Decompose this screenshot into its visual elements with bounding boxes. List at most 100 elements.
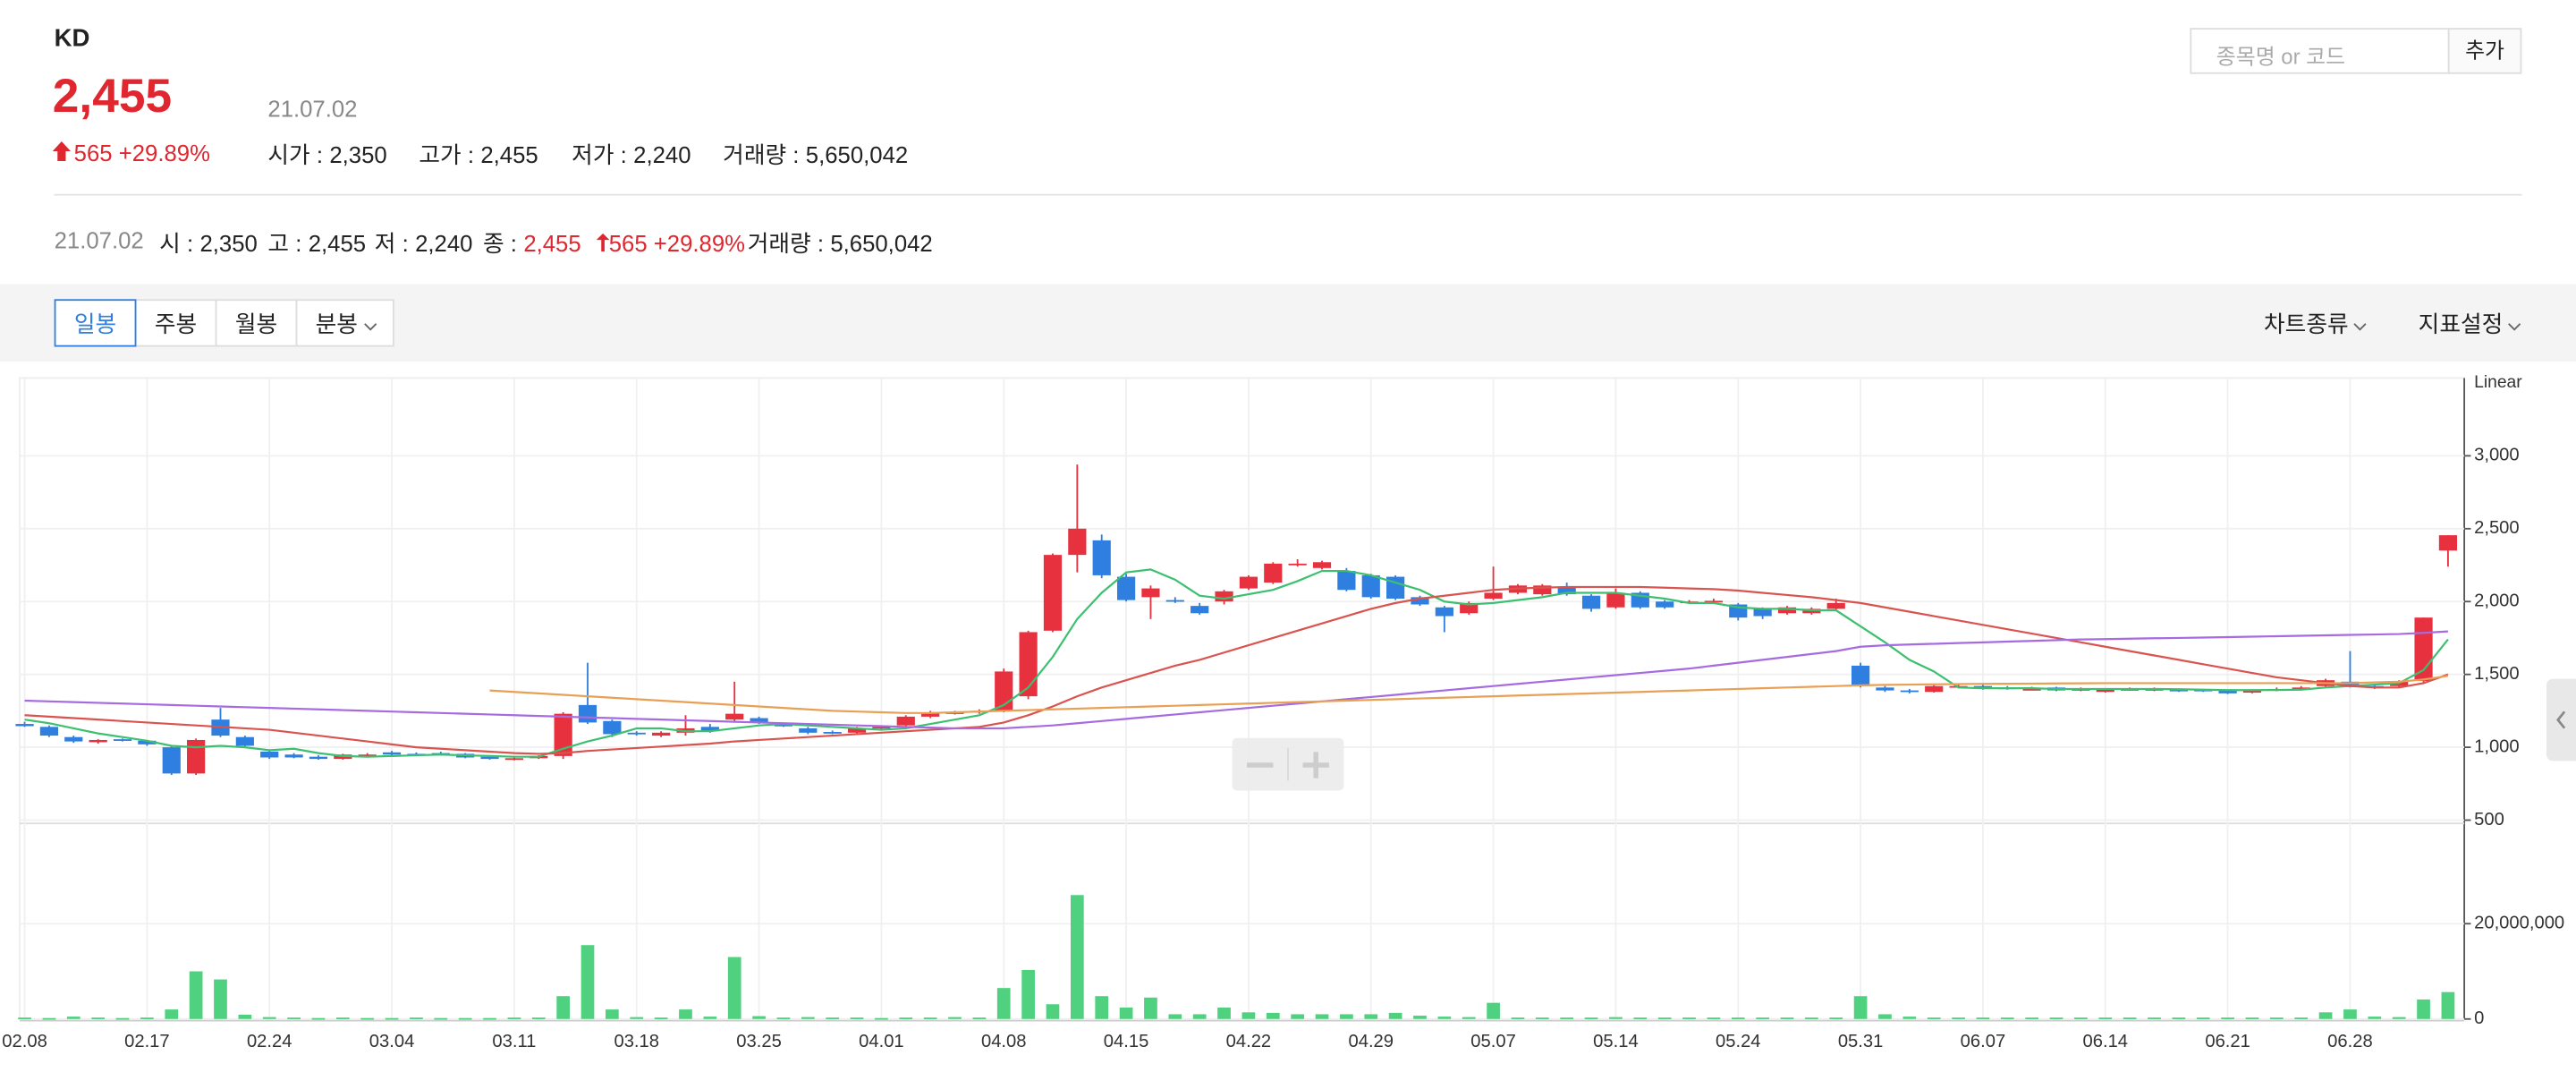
volume-bar <box>2245 1017 2259 1020</box>
volume-bar <box>703 1017 717 1019</box>
menu-label: 지표설정 <box>2418 311 2504 337</box>
volume-bar <box>1217 1007 1231 1019</box>
x-tick-label: 03.04 <box>369 1032 415 1051</box>
info-value: 2,455 <box>523 230 581 257</box>
search-input[interactable]: 종목명 or 코드 <box>2190 28 2450 74</box>
tab[interactable]: 일봉 <box>54 299 137 347</box>
volume-bar <box>899 1017 913 1020</box>
volume-bar <box>679 1009 692 1019</box>
candle-body <box>921 712 940 717</box>
volume-bar <box>385 1017 399 1020</box>
candle-body <box>1116 576 1136 600</box>
candle-body <box>138 740 157 744</box>
info-value: 2,240 <box>415 230 473 257</box>
candle-body <box>750 718 768 723</box>
stat-value: 2,240 <box>633 140 691 168</box>
volume-bar <box>458 1017 472 1020</box>
candle-body <box>896 716 915 726</box>
volume-bar <box>1853 996 1868 1019</box>
zoom-out[interactable] <box>1247 762 1274 768</box>
volume-bar <box>1241 1012 1256 1019</box>
volume-bar <box>2172 1017 2186 1020</box>
volume-bar <box>1609 1017 1623 1019</box>
volume-bar <box>1829 1017 1843 1020</box>
volume-bar <box>1902 1017 1917 1019</box>
x-tick-label: 03.18 <box>614 1032 659 1051</box>
candle-body <box>1777 607 1797 614</box>
menu[interactable]: 지표설정 <box>2419 307 2521 340</box>
change-pct: +29.89% <box>118 140 210 166</box>
stat: 저가 :2,240 <box>572 138 691 171</box>
volume-bar <box>1707 1017 1721 1020</box>
x-tick-label: 04.29 <box>1348 1032 1394 1051</box>
candle-body <box>1288 563 1307 566</box>
candle-body <box>774 724 793 727</box>
volume-bar <box>1021 969 1035 1019</box>
candle-body <box>2218 690 2237 693</box>
volume-bar <box>1560 1017 1574 1020</box>
volume-bar <box>1584 1017 1598 1020</box>
info-label: 시 : <box>159 230 194 257</box>
x-tick-label: 04.08 <box>981 1032 1027 1051</box>
volume-bar <box>91 1017 106 1020</box>
volume-bar <box>262 1017 276 1019</box>
x-tick-label: 02.17 <box>124 1032 170 1051</box>
volume-bar <box>826 1017 840 1020</box>
volume-bar <box>1168 1014 1182 1019</box>
tab[interactable]: 월봉 <box>215 299 298 347</box>
side-toggle[interactable] <box>2546 678 2576 761</box>
change-value: 565 <box>73 140 113 166</box>
volume-bar <box>556 996 570 1019</box>
volume-bar <box>996 988 1011 1019</box>
x-tick-label: 06.14 <box>2083 1032 2129 1051</box>
candle-body <box>480 756 499 760</box>
y-tick-label: 20,000,000 <box>2474 914 2564 933</box>
up-arrow <box>52 140 71 162</box>
tab[interactable]: 분봉 <box>295 299 394 347</box>
chevron <box>2507 323 2521 331</box>
stat-label: 거래량 : <box>723 140 800 168</box>
candle-body <box>1337 571 1356 591</box>
y-tick-label: 0 <box>2474 1008 2484 1028</box>
volume-bar <box>214 979 227 1019</box>
add-button[interactable]: 추가 <box>2447 28 2522 74</box>
tab-label: 분봉 <box>315 311 358 337</box>
chevron <box>2352 323 2366 331</box>
candle-body <box>260 751 279 758</box>
volume-bar <box>1731 1017 1745 1020</box>
volume-bar <box>66 1017 80 1019</box>
x-tick-label: 05.31 <box>1838 1032 1884 1051</box>
candle-body <box>309 756 328 760</box>
volume-bar <box>1511 1017 1525 1020</box>
candle-body <box>603 720 622 735</box>
candle-body <box>1581 595 1601 609</box>
candle-body <box>1435 607 1453 617</box>
zoom-in-bar <box>1313 752 1318 778</box>
volume-bar <box>1952 1017 1965 1020</box>
candle-body <box>652 732 671 736</box>
info-item: 거래량 :5,650,042 <box>748 226 933 259</box>
candle-body <box>1165 600 1184 602</box>
info-item: 저 :2,240 <box>375 226 473 259</box>
volume-bar <box>1119 1007 1133 1019</box>
volume-bar <box>1388 1012 1402 1019</box>
info-item: 시 :2,350 <box>159 226 258 259</box>
volume-bar <box>1315 1014 1329 1019</box>
menu[interactable]: 차트종류 <box>2264 307 2367 340</box>
candle-body <box>1484 592 1503 599</box>
volume-bar <box>335 1017 350 1020</box>
volume-bar <box>2392 1017 2406 1019</box>
y-tick-label: 2,500 <box>2474 518 2520 538</box>
tab[interactable]: 주봉 <box>134 299 217 347</box>
volume-bar <box>483 1017 496 1020</box>
volume-bar <box>948 1017 962 1019</box>
candle-body <box>725 713 744 720</box>
volume-bar <box>1780 1017 1794 1020</box>
price: 2,455 <box>52 70 173 123</box>
volume-bar <box>1535 1017 1549 1020</box>
volume-bar <box>238 1014 252 1019</box>
candle-body <box>284 754 303 758</box>
candle-body <box>554 713 572 756</box>
